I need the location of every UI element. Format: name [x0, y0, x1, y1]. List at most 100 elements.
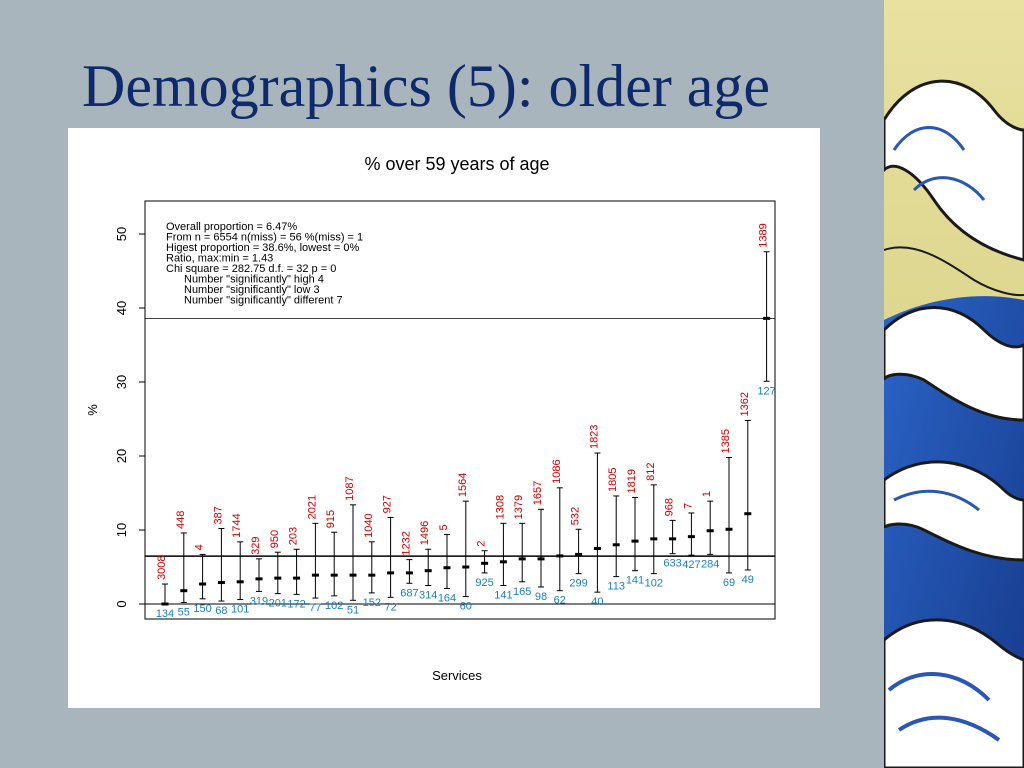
service-id-label: 387 [212, 506, 224, 524]
service-point: 4 150 [193, 544, 211, 615]
estimate-mark [687, 535, 695, 539]
service-point: 1308 141 [494, 495, 512, 602]
sample-size-label: 925 [475, 577, 493, 589]
service-point: 1496 314 [419, 521, 437, 602]
sample-size-label: 127 [757, 385, 775, 397]
sample-size-label: 687 [400, 587, 418, 599]
y-tick-label: 10 [114, 523, 129, 537]
y-tick-label: 20 [114, 449, 129, 463]
sample-size-label: 60 [460, 601, 472, 613]
service-point: 1657 98 [532, 481, 547, 603]
service-id-label: 1496 [419, 521, 431, 545]
y-tick-label: 40 [114, 301, 129, 315]
stats-line: Higest proportion = 38.6%, lowest = 0% [166, 242, 359, 254]
estimate-mark [199, 582, 207, 586]
estimate-mark [650, 537, 658, 541]
service-id-label: 950 [269, 530, 281, 548]
service-id-label: 1232 [400, 531, 412, 555]
service-point: 1823 40 [588, 425, 603, 609]
stats-line: Overall proportion = 6.47% [166, 221, 297, 233]
estimate-mark [424, 569, 432, 573]
sample-size-label: 284 [701, 558, 719, 570]
sample-size-label: 113 [607, 581, 625, 593]
service-point: 1 284 [701, 491, 719, 570]
estimate-mark [330, 573, 338, 577]
service-point: 329 319 [250, 537, 268, 608]
estimate-mark [180, 589, 188, 593]
estimate-mark [161, 602, 169, 606]
service-point: 2 925 [475, 541, 493, 589]
estimate-mark [575, 552, 583, 556]
estimate-mark [706, 529, 714, 533]
estimate-mark [537, 557, 545, 561]
sample-size-label: 98 [535, 591, 547, 603]
estimate-mark [368, 573, 376, 577]
estimate-mark [236, 580, 244, 584]
estimate-mark [612, 543, 620, 547]
service-point: 915 102 [325, 510, 343, 612]
slide-title: Demographics (5): older age [82, 53, 771, 119]
service-id-label: 1362 [739, 392, 751, 416]
service-point: 1362 49 [739, 392, 754, 586]
service-id-label: 1308 [494, 495, 506, 519]
sample-size-label: 102 [325, 600, 343, 612]
sample-size-label: 69 [723, 577, 735, 589]
service-id-label: 812 [645, 463, 657, 481]
sample-size-label: 55 [178, 607, 190, 619]
sample-size-label: 40 [591, 596, 603, 608]
service-point: 203 172 [287, 527, 305, 610]
service-id-label: 1040 [363, 513, 375, 537]
service-id-label: 915 [325, 510, 337, 528]
sample-size-label: 101 [231, 604, 249, 616]
estimate-mark [593, 547, 601, 550]
service-point: 927 72 [382, 495, 397, 613]
service-point: 1819 141 [626, 469, 644, 587]
x-axis-label: Services [432, 668, 482, 683]
data-points: 3008 134 448 55 4 150 387 68 1744 101 329 319 950 201… [156, 223, 776, 620]
estimate-mark [349, 573, 357, 577]
service-point: 1087 51 [344, 476, 359, 616]
sample-size-label: 172 [287, 598, 305, 610]
service-id-label: 968 [664, 498, 676, 516]
sample-size-label: 134 [156, 608, 174, 620]
service-id-label: 927 [382, 495, 394, 513]
sample-size-label: 49 [742, 574, 754, 586]
stats-line: Number "significantly" high 4 [184, 274, 324, 286]
estimate-mark [405, 571, 413, 575]
sample-size-label: 150 [193, 603, 211, 615]
y-axis: 0 10 20 30 40 50 [114, 227, 145, 608]
estimate-mark [217, 581, 225, 585]
service-point: 5 164 [438, 524, 456, 604]
estimate-mark [556, 554, 564, 558]
service-point: 1040 152 [363, 513, 381, 609]
estimate-mark [255, 577, 263, 581]
estimate-mark [387, 571, 395, 575]
service-point: 7 427 [682, 503, 700, 571]
service-point: 3008 134 [156, 556, 174, 620]
estimate-mark [443, 566, 451, 570]
estimate-mark [669, 537, 677, 541]
service-id-label: 1 [701, 491, 713, 497]
stats-line: Chi square = 282.75 d.f. = 32 p = 0 [166, 263, 336, 275]
estimate-mark [274, 576, 282, 580]
service-point: 2021 77 [306, 495, 321, 614]
sample-size-label: 164 [438, 592, 456, 604]
estimate-mark [631, 539, 639, 543]
wave-decoration [884, 0, 1024, 768]
sample-size-label: 62 [554, 595, 566, 607]
service-point: 1086 62 [551, 459, 566, 606]
sample-size-label: 201 [269, 598, 287, 610]
chart-panel: % over 59 years of age Services % 0 10 20 3… [68, 128, 820, 708]
service-id-label: 1657 [532, 481, 544, 505]
estimate-mark [481, 561, 489, 565]
estimate-mark [462, 565, 470, 569]
service-id-label: 1823 [588, 425, 600, 449]
service-id-label: 5 [438, 524, 450, 530]
sample-size-label: 319 [250, 595, 268, 607]
sample-size-label: 299 [569, 578, 587, 590]
service-point: 532 299 [569, 507, 587, 590]
sample-size-label: 633 [663, 558, 681, 570]
y-tick-label: 30 [114, 375, 129, 389]
sample-size-label: 152 [363, 597, 381, 609]
sample-size-label: 141 [626, 575, 644, 587]
